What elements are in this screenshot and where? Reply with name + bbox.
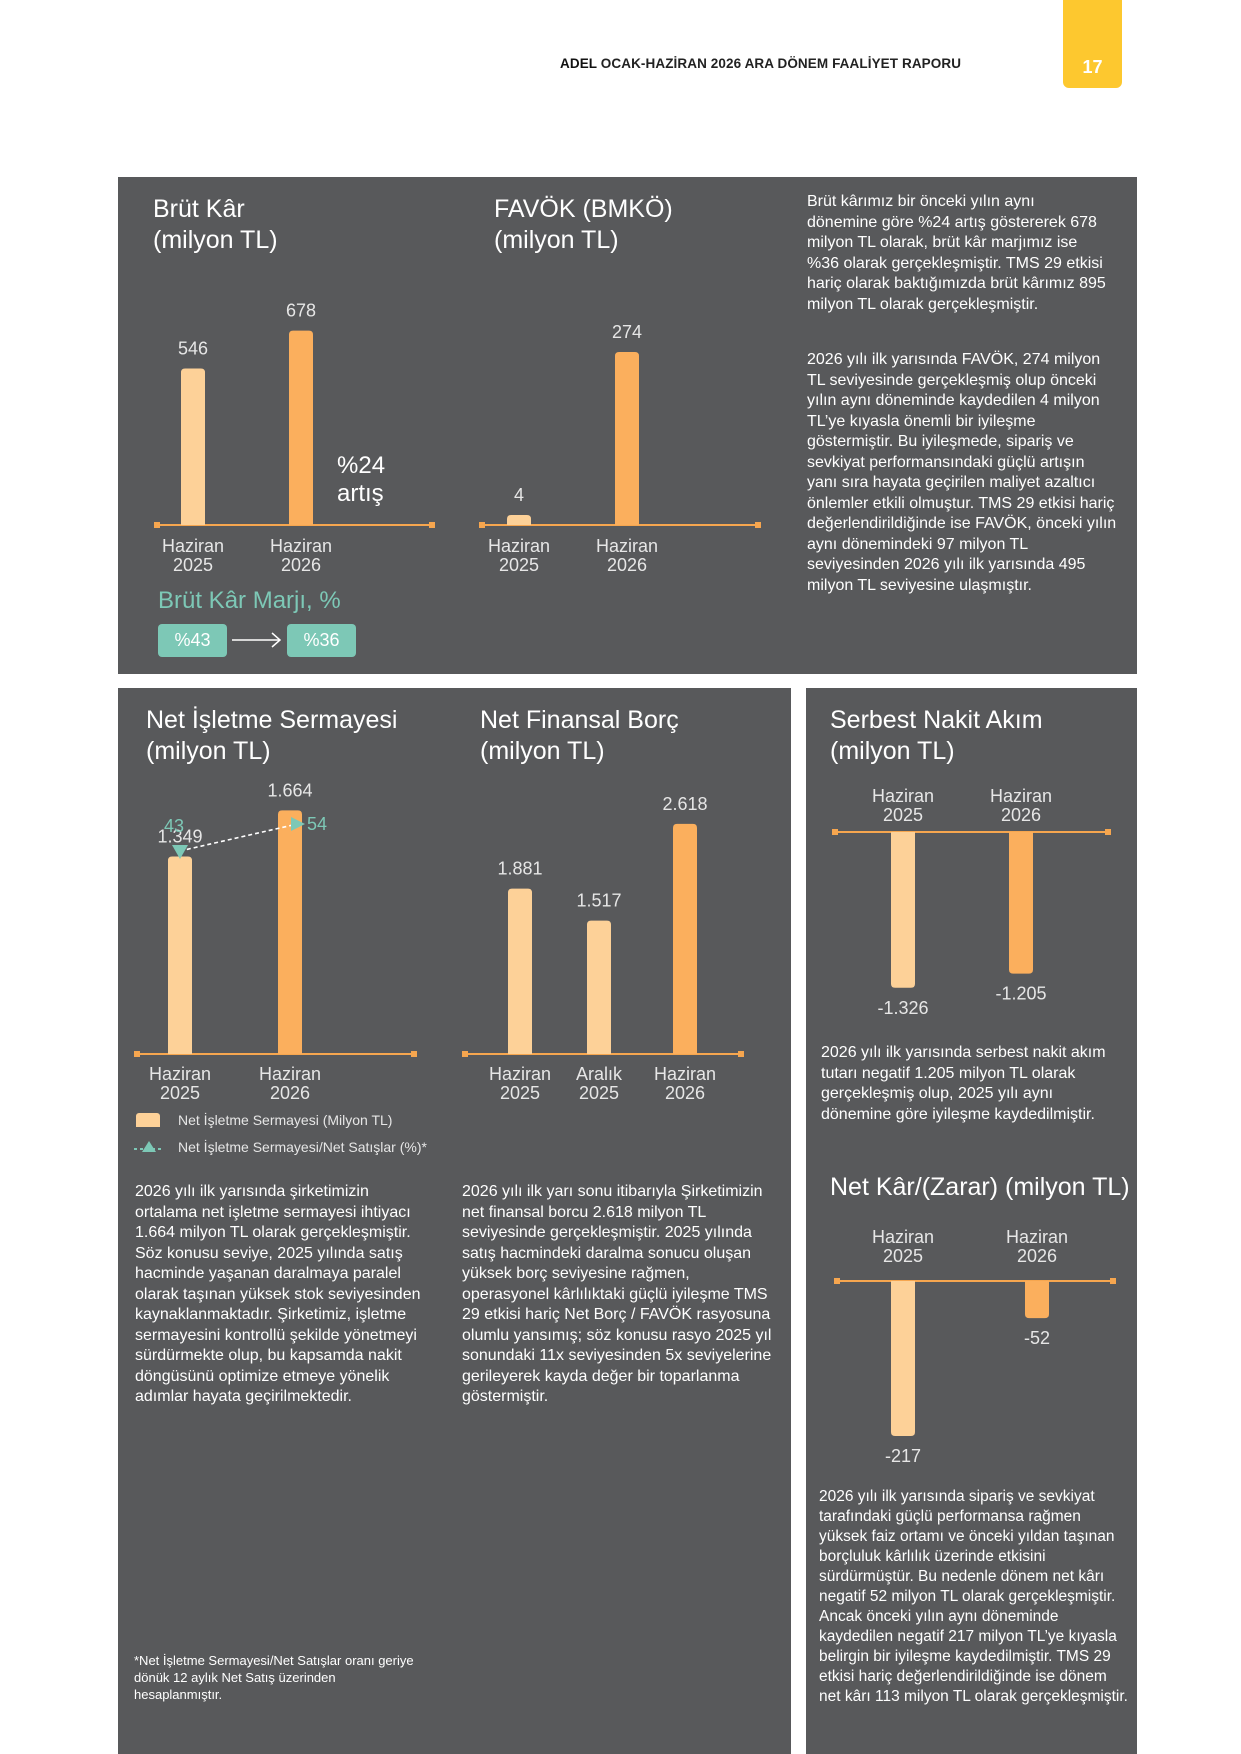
nis-ratio-marker-1 xyxy=(172,845,188,859)
nis-footnote: *Net İşletme Sermayesi/Net Satışlar oran… xyxy=(134,1653,414,1702)
netkar-title: Net Kâr/(Zarar) (milyon TL) xyxy=(830,1173,1130,1201)
brut_kar-axis-cap-left xyxy=(154,522,160,528)
netkar-bar-1 xyxy=(891,1281,915,1436)
netkar-value-label-1: -217 xyxy=(885,1446,921,1466)
nfb-category-1-line2: 2025 xyxy=(500,1083,540,1103)
nis-value-label-2: 1.664 xyxy=(267,780,312,800)
nfb-category-2-line2: 2025 xyxy=(579,1083,619,1103)
sna-value-label-2: -1.205 xyxy=(995,984,1046,1004)
page-tab: 17 xyxy=(1063,0,1122,88)
favok-category-1-line2: 2025 xyxy=(499,555,539,575)
nis-value-label-1: 1.349 xyxy=(157,827,202,847)
legend-line-label: Net İşletme Sermayesi/Net Satışlar (%)* xyxy=(178,1139,427,1155)
nis-category-1-line2: 2025 xyxy=(160,1083,200,1103)
nis-bar-2 xyxy=(278,810,302,1054)
netkar-axis-cap-left xyxy=(834,1278,840,1284)
sna-category-2-line2: 2026 xyxy=(1001,805,1041,825)
favok-category-2-line2: 2026 xyxy=(607,555,647,575)
brut_kar-category-2-line2: 2026 xyxy=(281,555,321,575)
netkar-category-1-line2: 2025 xyxy=(883,1246,923,1266)
nfb-value-label-3: 2.618 xyxy=(662,794,707,814)
brut_kar-category-1-line1: Haziran xyxy=(162,536,224,556)
sna-bar-1 xyxy=(891,832,915,988)
brand-name: ADEL xyxy=(560,56,597,71)
favok-category-2-line1: Haziran xyxy=(596,536,658,556)
report-title: OCAK-HAZİRAN 2026 ARA DÖNEM FAALİYET RAP… xyxy=(600,56,962,71)
nfb-axis-cap-left xyxy=(462,1051,468,1057)
nfb-axis-cap-right xyxy=(738,1051,744,1057)
nfb-category-3-line1: Haziran xyxy=(654,1064,716,1084)
sna-value-label-1: -1.326 xyxy=(877,998,928,1018)
sna-axis-cap-left xyxy=(832,829,838,835)
sna-bar-2 xyxy=(1009,832,1033,974)
nis-category-1-line1: Haziran xyxy=(149,1064,211,1084)
nis-category-2-line1: Haziran xyxy=(259,1064,321,1084)
brut_kar-axis-cap-right xyxy=(429,522,435,528)
legend-line-icon xyxy=(134,1139,164,1155)
nis-category-2-line2: 2026 xyxy=(270,1083,310,1103)
sna-title: Serbest Nakit Akım (milyon TL) xyxy=(830,706,1043,765)
nfb-value-label-1: 1.881 xyxy=(497,859,542,879)
nis-ratio-line xyxy=(179,823,298,852)
netkar-value-label-2: -52 xyxy=(1024,1328,1050,1348)
favok-bar-2 xyxy=(615,351,639,525)
sna-category-1-line2: 2025 xyxy=(883,805,923,825)
netkar-bar-2 xyxy=(1025,1281,1049,1319)
nis-ratio-marker-2 xyxy=(291,817,305,832)
nfb-category-2-line1: Aralık xyxy=(576,1064,623,1084)
sna-category-1-line1: Haziran xyxy=(872,786,934,806)
netkar-category-1-line1: Haziran xyxy=(872,1227,934,1247)
netkar-axis-cap-right xyxy=(1110,1278,1116,1284)
nis-bar-1 xyxy=(168,856,192,1054)
favok-axis-cap-right xyxy=(755,522,761,528)
arrow-right-icon xyxy=(232,628,284,652)
nis-ratio-label-1: 43 xyxy=(164,816,184,836)
bottom-right-panel xyxy=(806,688,1137,1754)
sna-category-2-line1: Haziran xyxy=(990,786,1052,806)
nis-axis-cap-left xyxy=(134,1051,140,1057)
nis-axis-cap-right xyxy=(411,1051,417,1057)
ebitda-text: 2026 yılı ilk yarısında FAVÖK, 274 milyo… xyxy=(807,351,1117,594)
netkar-category-2-line1: Haziran xyxy=(1006,1227,1068,1247)
netkar-text: 2026 yılı ilk yarısında sipariş ve sevki… xyxy=(819,1488,1128,1705)
growth-note: %24 artış xyxy=(337,452,386,507)
sna-text: 2026 yılı ilk yarısında serbest nakit ak… xyxy=(821,1044,1106,1123)
favok-title: FAVÖK (BMKÖ) (milyon TL) xyxy=(494,195,673,254)
nfb-title: Net Finansal Borç (milyon TL) xyxy=(480,706,679,765)
nfb-bar-1 xyxy=(508,888,532,1054)
brut_kar-category-2-line1: Haziran xyxy=(270,536,332,556)
nis-ratio-label-2: 54 xyxy=(307,814,327,834)
legend-bar-label: Net İşletme Sermayesi (Milyon TL) xyxy=(178,1112,393,1128)
netkar-category-2-line2: 2026 xyxy=(1017,1246,1057,1266)
nis-title: Net İşletme Sermayesi (milyon TL) xyxy=(146,706,398,765)
legend-bar-swatch xyxy=(136,1113,160,1127)
margin-chip-2025: %43 xyxy=(158,624,227,657)
nfb-bar-2 xyxy=(587,920,611,1054)
margin-chip-2026: %36 xyxy=(287,624,356,657)
nfb-category-3-line2: 2026 xyxy=(665,1083,705,1103)
favok-axis-cap-left xyxy=(479,522,485,528)
margin-title: Brüt Kâr Marjı, % xyxy=(158,587,341,614)
brut-kar-title: Brüt Kâr (milyon TL) xyxy=(153,195,278,254)
sna-axis-cap-right xyxy=(1105,829,1111,835)
nis-text: 2026 yılı ilk yarısında şirketimizin ort… xyxy=(135,1183,421,1405)
brut_kar-category-1-line2: 2025 xyxy=(173,555,213,575)
nfb-bar-3 xyxy=(673,823,697,1054)
favok-value-label-2: 274 xyxy=(612,322,642,342)
brut_kar-bar-1 xyxy=(181,368,205,525)
nfb-text: 2026 yılı ilk yarı sonu itibarıyla Şirke… xyxy=(462,1183,772,1405)
nfb-value-label-2: 1.517 xyxy=(576,891,621,911)
brut_kar-value-label-2: 678 xyxy=(286,301,316,321)
favok-value-label-1: 4 xyxy=(514,485,524,505)
favok-bar-1 xyxy=(507,515,531,525)
gross-profit-text: Brüt kârımız bir önceki yılın aynı dönem… xyxy=(807,193,1106,313)
page-number: 17 xyxy=(1082,57,1103,77)
report-header: ADEL OCAK-HAZİRAN 2026 ARA DÖNEM FAALİYE… xyxy=(560,56,961,71)
brut_kar-bar-2 xyxy=(289,330,313,525)
brut_kar-value-label-1: 546 xyxy=(178,339,208,359)
favok-category-1-line1: Haziran xyxy=(488,536,550,556)
nfb-category-1-line1: Haziran xyxy=(489,1064,551,1084)
